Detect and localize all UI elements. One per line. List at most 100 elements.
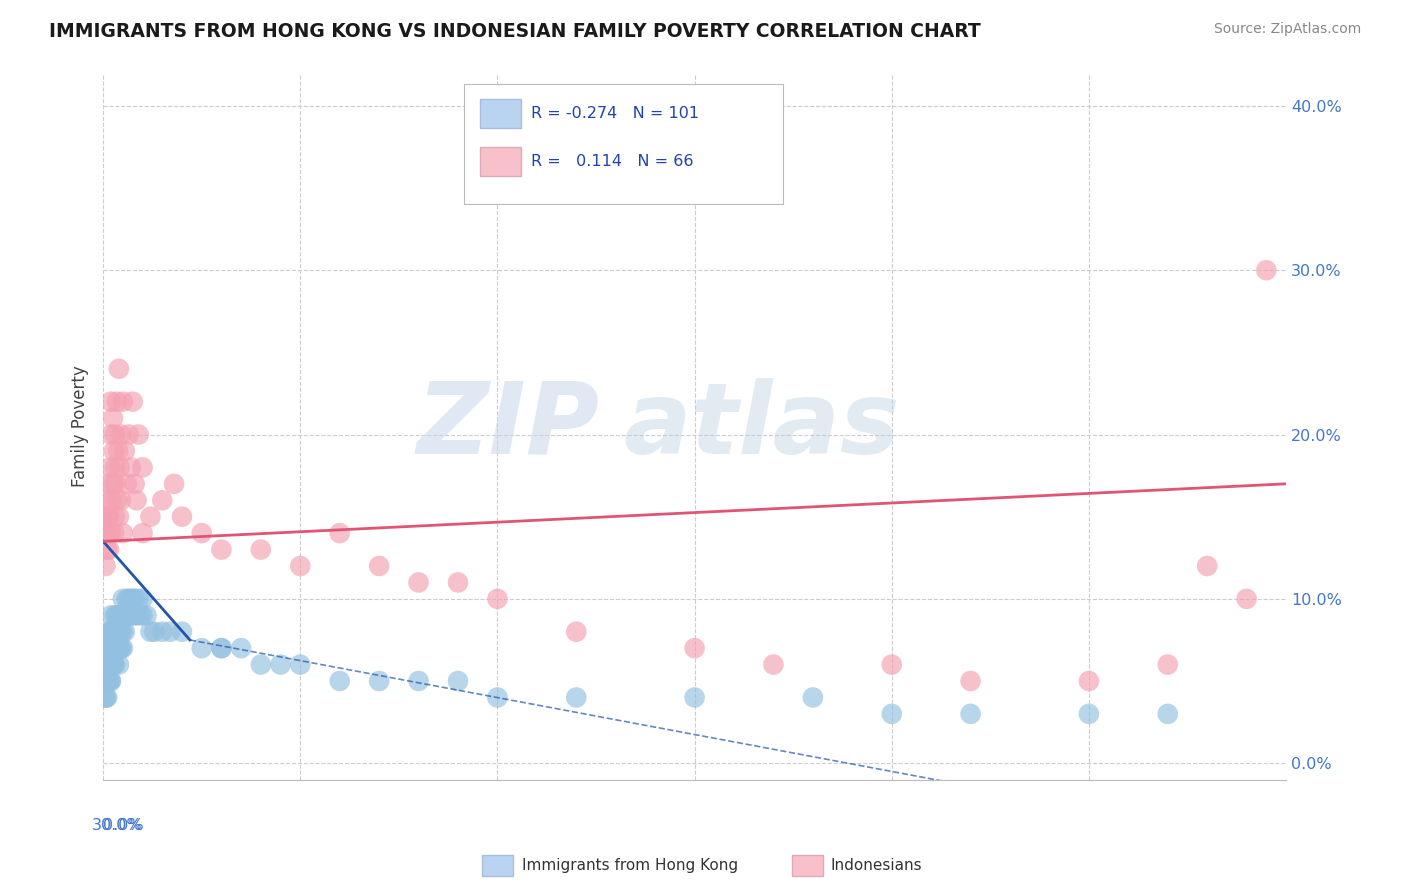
- Point: [150, 624, 173, 639]
- Point: [447, 575, 470, 590]
- Point: [880, 657, 903, 672]
- Point: [98, 460, 121, 475]
- Point: [103, 657, 125, 672]
- Point: [94, 673, 117, 688]
- Point: [105, 641, 128, 656]
- Text: Source: ZipAtlas.com: Source: ZipAtlas.com: [1213, 22, 1361, 37]
- Point: [108, 361, 131, 376]
- Point: [97, 673, 120, 688]
- Point: [129, 608, 152, 623]
- Point: [120, 608, 142, 623]
- Point: [110, 427, 132, 442]
- Point: [101, 641, 124, 656]
- Point: [96, 509, 118, 524]
- Point: [104, 476, 127, 491]
- Point: [101, 476, 124, 491]
- Point: [880, 706, 903, 721]
- Point: [683, 690, 706, 705]
- FancyBboxPatch shape: [481, 100, 520, 128]
- Point: [250, 657, 273, 672]
- Point: [107, 444, 129, 458]
- Point: [97, 526, 120, 541]
- Point: [329, 673, 352, 688]
- Point: [190, 526, 212, 541]
- Point: [104, 608, 127, 623]
- Point: [139, 509, 162, 524]
- Point: [96, 690, 118, 705]
- Point: [105, 394, 128, 409]
- Point: [565, 624, 588, 639]
- Point: [959, 673, 981, 688]
- Text: atlas: atlas: [624, 378, 900, 475]
- Point: [108, 624, 131, 639]
- Text: ZIP: ZIP: [418, 378, 600, 475]
- Point: [1077, 706, 1099, 721]
- Point: [100, 608, 122, 623]
- Text: IMMIGRANTS FROM HONG KONG VS INDONESIAN FAMILY POVERTY CORRELATION CHART: IMMIGRANTS FROM HONG KONG VS INDONESIAN …: [49, 22, 981, 41]
- Point: [104, 657, 127, 672]
- Point: [231, 641, 253, 656]
- Point: [101, 493, 124, 508]
- Point: [170, 509, 193, 524]
- Point: [107, 624, 129, 639]
- Point: [163, 476, 186, 491]
- Point: [111, 591, 134, 606]
- Point: [139, 624, 162, 639]
- Point: [111, 641, 134, 656]
- Point: [170, 624, 193, 639]
- Point: [959, 706, 981, 721]
- Point: [486, 690, 509, 705]
- Point: [128, 591, 150, 606]
- Point: [135, 608, 157, 623]
- Point: [103, 444, 125, 458]
- Point: [115, 591, 138, 606]
- Point: [96, 542, 118, 557]
- Point: [118, 608, 141, 623]
- Point: [98, 657, 121, 672]
- Point: [96, 657, 118, 672]
- Point: [209, 542, 232, 557]
- Point: [120, 591, 142, 606]
- Point: [110, 624, 132, 639]
- Point: [128, 427, 150, 442]
- Point: [209, 641, 232, 656]
- Point: [101, 411, 124, 425]
- Point: [111, 624, 134, 639]
- Point: [111, 641, 134, 656]
- Point: [98, 542, 121, 557]
- Point: [108, 624, 131, 639]
- Point: [1236, 591, 1258, 606]
- Point: [143, 624, 166, 639]
- Point: [98, 624, 121, 639]
- Point: [1077, 673, 1099, 688]
- Point: [124, 476, 146, 491]
- Point: [118, 427, 141, 442]
- Point: [108, 509, 131, 524]
- Point: [96, 690, 118, 705]
- Point: [96, 493, 118, 508]
- Point: [100, 673, 122, 688]
- Text: R =   0.114   N = 66: R = 0.114 N = 66: [531, 153, 693, 169]
- Point: [762, 657, 785, 672]
- FancyBboxPatch shape: [464, 84, 783, 203]
- Point: [121, 591, 143, 606]
- Point: [114, 624, 136, 639]
- Point: [100, 641, 122, 656]
- Point: [290, 657, 312, 672]
- Point: [290, 559, 312, 574]
- Point: [104, 460, 127, 475]
- Point: [111, 394, 134, 409]
- Point: [1197, 559, 1219, 574]
- Point: [98, 657, 121, 672]
- Point: [190, 641, 212, 656]
- Point: [94, 559, 117, 574]
- Point: [108, 460, 131, 475]
- Point: [408, 575, 430, 590]
- Point: [98, 641, 121, 656]
- Point: [121, 394, 143, 409]
- Point: [159, 624, 181, 639]
- Point: [108, 641, 131, 656]
- Point: [270, 657, 292, 672]
- Point: [1157, 657, 1180, 672]
- Text: R = -0.274   N = 101: R = -0.274 N = 101: [531, 106, 699, 121]
